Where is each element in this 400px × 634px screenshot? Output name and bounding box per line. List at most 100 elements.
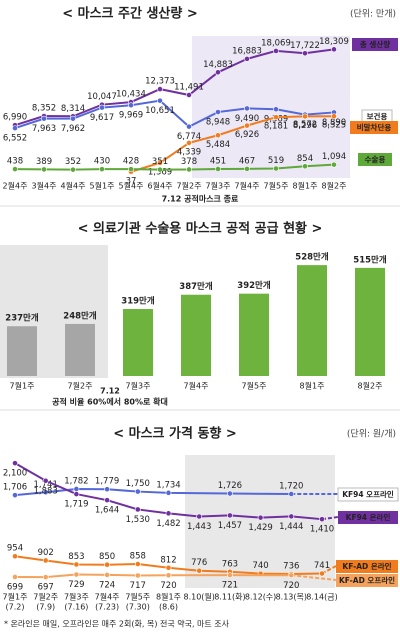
data-label: 8,890: [322, 118, 346, 128]
data-label: 467: [239, 156, 255, 166]
data-label: 1,443: [187, 522, 211, 532]
x-tick-label: 8월1주: [300, 381, 325, 391]
data-label: 6,990: [3, 113, 27, 123]
data-label: 7,963: [32, 124, 56, 134]
data-label: 763: [222, 559, 238, 569]
point: [319, 516, 325, 523]
legend-label: KF94 온라인: [346, 512, 391, 522]
data-label: 519: [268, 156, 284, 166]
point: [165, 489, 172, 496]
data-label: 1,410: [310, 525, 334, 535]
point: [99, 166, 105, 173]
x-tick-label: 7월4주: [95, 592, 120, 602]
point: [12, 492, 18, 499]
point: [12, 125, 18, 132]
point: [186, 140, 192, 146]
data-label: 16,883: [232, 46, 262, 56]
point: [273, 106, 279, 113]
point: [12, 460, 18, 467]
x-tick-label: (7.9): [36, 603, 55, 612]
data-label: 8,314: [61, 104, 85, 114]
point: [73, 571, 80, 578]
x-tick-label: 8.12(수): [245, 593, 276, 602]
x-tick-label: 7월4주: [184, 381, 209, 391]
data-label: 17,722: [290, 41, 320, 51]
bar: [181, 294, 211, 376]
x-tick-label: 7월3주: [206, 181, 231, 191]
bar: [7, 326, 37, 376]
data-label: 4,339: [177, 147, 201, 157]
unit-label: (단위: 원/개): [347, 429, 396, 440]
legend-box: [336, 560, 398, 573]
series-connector: [14, 487, 292, 497]
point: [134, 506, 141, 513]
data-label: 1,482: [156, 519, 180, 529]
data-label: 392만개: [237, 280, 271, 291]
data-label: 8,325: [322, 121, 346, 131]
leader-dash: [291, 574, 337, 581]
data-label: 7,962: [61, 124, 85, 134]
data-label: 18,069: [261, 38, 291, 48]
unit-label: (단위: 만개): [350, 9, 396, 20]
point: [302, 113, 308, 120]
data-label: 10,651: [145, 106, 175, 116]
point: [288, 572, 295, 579]
data-label: 8,572: [293, 120, 317, 130]
legend-box: [352, 38, 398, 51]
point: [165, 564, 172, 571]
data-label: 776: [191, 558, 207, 568]
point: [273, 48, 279, 54]
data-label: 6,552: [3, 134, 27, 144]
data-label: 720: [160, 581, 176, 591]
x-tick-label: 8월1주: [156, 592, 181, 602]
point: [42, 557, 49, 564]
point: [273, 114, 279, 121]
point: [128, 166, 134, 173]
data-label: 812: [160, 555, 176, 565]
point: [244, 165, 250, 172]
x-tick-label: 7월1주: [3, 592, 28, 602]
x-tick-label: 5월4주: [119, 181, 144, 191]
point: [288, 491, 295, 497]
x-tick-label: 2월4주: [3, 181, 28, 191]
point: [157, 166, 163, 173]
data-label: 9,490: [235, 114, 259, 124]
data-label: 6,926: [235, 130, 259, 140]
data-label: 736: [283, 561, 299, 571]
point: [73, 561, 80, 568]
annotation: 7.12 공적마스크 종료: [162, 194, 239, 204]
x-tick-label: 8.14(금): [306, 593, 337, 602]
data-label: 902: [38, 548, 54, 558]
point: [41, 115, 47, 122]
point: [99, 104, 105, 111]
point: [319, 570, 325, 577]
data-label: 1,750: [126, 479, 150, 489]
point: [273, 165, 279, 172]
annotation: 7.12: [100, 387, 120, 396]
x-tick-label: (7.2): [6, 603, 25, 612]
point: [302, 163, 308, 170]
point: [42, 574, 49, 581]
data-label: 1,782: [64, 476, 88, 486]
data-label: 1,726: [218, 481, 242, 491]
data-label: 853: [68, 552, 84, 562]
point: [70, 115, 76, 122]
data-label: 1,644: [95, 506, 119, 516]
legend-label: KF-AD 온라인: [342, 561, 391, 571]
data-label: 10,434: [116, 90, 146, 100]
point: [186, 123, 192, 130]
data-label: 248만개: [63, 310, 97, 321]
legend-box: [336, 574, 398, 587]
data-label: 352: [65, 157, 81, 167]
data-label: 319만개: [121, 296, 155, 307]
point: [12, 166, 18, 172]
data-label: 8,181: [264, 122, 288, 132]
point: [157, 97, 163, 104]
data-label: 1,719: [64, 500, 88, 510]
data-label: 1,734: [156, 480, 180, 490]
point: [215, 69, 221, 76]
series-connector: [14, 163, 335, 171]
point: [157, 159, 163, 166]
data-label: 8,948: [206, 118, 230, 128]
point: [244, 105, 250, 112]
